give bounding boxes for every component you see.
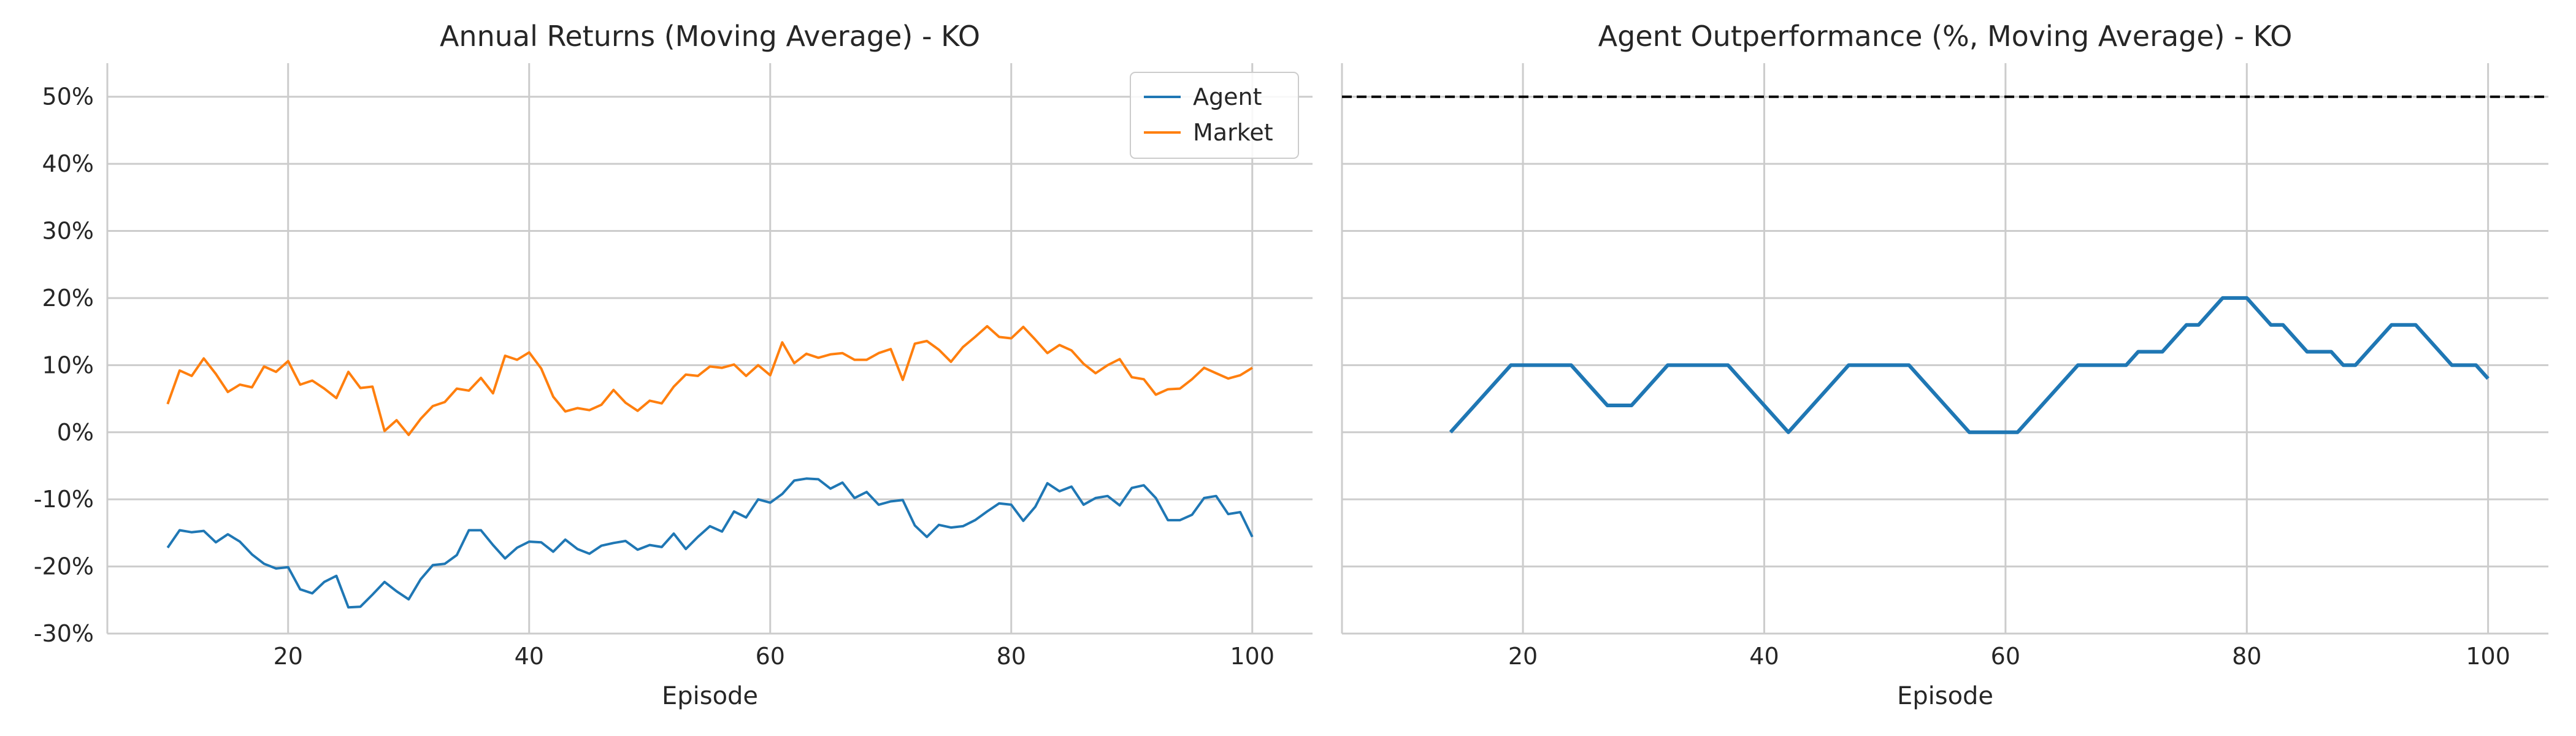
legend-label-agent: Agent (1193, 83, 1262, 110)
annual-returns-chart: Annual Returns (Moving Average) - KO 20 40… (34, 20, 1313, 710)
y-tick-label: 40% (42, 150, 94, 177)
x-axis-label: Episode (1897, 682, 1993, 710)
legend: Agent Market (1130, 72, 1299, 159)
x-tick-label: 20 (1508, 643, 1538, 670)
y-tick-label: 0% (57, 419, 94, 446)
x-tick-label: 80 (997, 643, 1026, 670)
x-tick-label: 100 (1230, 643, 1275, 670)
series-line-market (166, 324, 1253, 437)
x-tick-label: 80 (2232, 643, 2261, 670)
y-tick-label: -20% (34, 553, 94, 580)
legend-label-market: Market (1193, 119, 1273, 146)
x-tick-label: 40 (1749, 643, 1779, 670)
x-tick-label: 100 (2466, 643, 2510, 670)
chart-title: Agent Outperformance (%, Moving Average)… (1598, 20, 2293, 53)
y-tick-label: 10% (42, 351, 94, 378)
x-tick-label: 60 (756, 643, 785, 670)
y-tick-label: -10% (34, 486, 94, 513)
series-line-agent (166, 477, 1254, 609)
y-tick-label: 50% (42, 83, 94, 110)
y-tick-label: 20% (42, 285, 94, 312)
agent-outperformance-chart: Agent Outperformance (%, Moving Average)… (1341, 20, 2548, 710)
x-axis-label: Episode (662, 682, 758, 710)
x-tick-label: 40 (515, 643, 544, 670)
y-tick-label: 30% (42, 218, 94, 245)
chart-title: Annual Returns (Moving Average) - KO (440, 20, 980, 53)
legend-box (1130, 72, 1299, 159)
series-line-outperformance (1449, 296, 2490, 434)
x-tick-label: 20 (274, 643, 303, 670)
x-tick-label: 60 (1991, 643, 2020, 670)
y-tick-label: -30% (34, 620, 94, 647)
